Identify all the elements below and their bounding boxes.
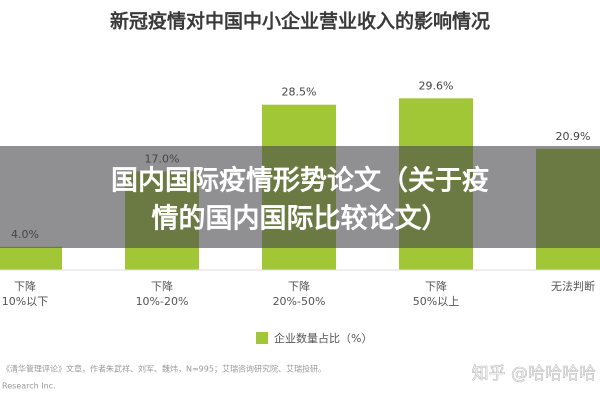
watermark: 知乎 @哈哈哈哈 [472, 364, 596, 384]
source-note: 《清华管理评论》文章，作者朱武祥、刘军、魏炜，N=995；艾瑞咨询研究院、艾瑞投… [2, 364, 326, 374]
chart-title: 新冠疫情对中国中小企业营业收入的影响情况 [110, 10, 490, 33]
value-label: 20.9% [556, 130, 591, 143]
bar [0, 246, 62, 270]
value-label: 29.6% [419, 79, 454, 92]
x-tick-label: 下降 50%以上 [412, 280, 460, 308]
x-tick-label: 下降 10%-20% [135, 280, 189, 308]
x-tick-label: 下降 10%以下 [1, 280, 49, 308]
x-tick-label: 无法判断 [551, 280, 595, 293]
overlay-band [0, 146, 600, 248]
legend-label: 企业数量占比（%） [274, 331, 372, 345]
value-label: 28.5% [282, 86, 317, 99]
overlay-title: 情的国内国际比较论文） [152, 203, 449, 235]
x-tick-label: 下降 20%-50% [272, 280, 326, 308]
overlay-title: 国内国际疫情形势论文（关于疫 [111, 165, 489, 197]
legend-swatch [256, 332, 268, 344]
source-note: Research Inc. [2, 382, 56, 391]
